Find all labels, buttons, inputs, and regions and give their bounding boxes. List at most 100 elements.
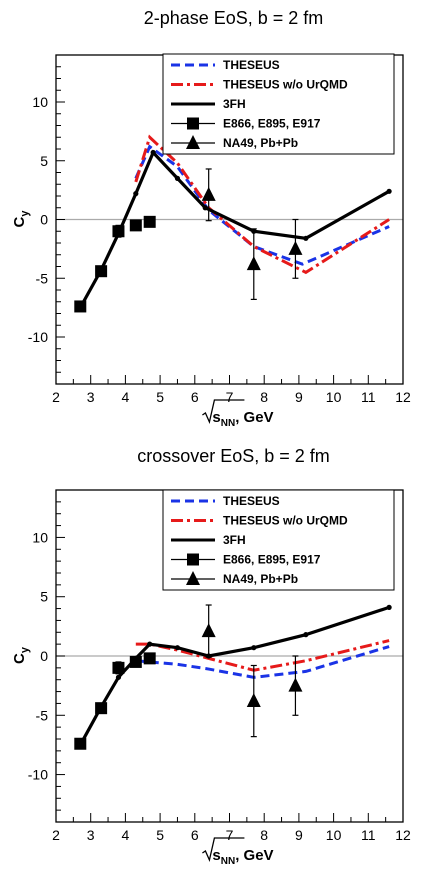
series-4 <box>74 215 156 313</box>
chart-panel-2: crossover EoS, b = 2 fm 2 3 4 5 6 7 8 9 10 11 12 -10… <box>11 446 411 867</box>
y-tick-label: 5 <box>40 589 48 605</box>
y-axis-label: Cy <box>11 646 31 664</box>
legend-label: THESEUS w/o UrQMD <box>223 514 348 528</box>
legend-marker-square <box>187 553 199 566</box>
data-point-square <box>95 265 108 278</box>
series-line <box>134 134 390 275</box>
x-tick-label: 4 <box>122 389 130 405</box>
y-tick-label: 0 <box>40 648 48 664</box>
data-point-square <box>143 652 156 665</box>
data-point-triangle <box>246 693 261 708</box>
data-point-square <box>112 661 125 674</box>
x-tick-label: 8 <box>260 827 268 843</box>
line-point <box>251 645 257 651</box>
x-tick-label: 4 <box>122 827 130 843</box>
x-tick-label: 3 <box>87 389 95 405</box>
legend-label: NA49, Pb+Pb <box>223 136 298 150</box>
y-tick-label: 5 <box>40 153 48 169</box>
y-tick-label: 10 <box>32 94 48 110</box>
y-tick-label: -5 <box>36 270 49 286</box>
legend-label: E866, E895, E917 <box>223 117 321 131</box>
x-tick-label: 6 <box>191 827 199 843</box>
x-tick-label: 11 <box>361 389 376 405</box>
series-line <box>78 149 390 309</box>
sqrt-sign <box>202 837 245 863</box>
legend-label: THESEUS w/o UrQMD <box>223 78 348 92</box>
chart-panel-1: 2-phase EoS, b = 2 fm 2 3 4 5 6 7 8 9 10 11 12 -10 -5… <box>11 8 411 429</box>
line-point <box>202 205 208 211</box>
x-tick-label: 10 <box>326 827 342 843</box>
data-point-triangle <box>201 186 216 201</box>
data-point-triangle <box>288 677 303 692</box>
x-tick-label: 5 <box>156 389 164 405</box>
line-point <box>133 191 139 197</box>
x-tick-label: 6 <box>191 389 199 405</box>
y-tick-label: -5 <box>36 707 49 723</box>
y-tick-label: -10 <box>28 767 48 783</box>
x-tick-label: 12 <box>395 389 411 405</box>
data-point-square <box>129 655 142 668</box>
legend-marker-square <box>187 117 199 130</box>
line-point <box>386 604 392 610</box>
chart-title: 2-phase EoS, b = 2 fm <box>144 8 324 28</box>
x-axis-label: sNN, GeV <box>212 847 273 867</box>
data-point-triangle <box>288 240 303 255</box>
x-tick-label: 8 <box>260 389 268 405</box>
legend-label: THESEUS <box>223 494 280 508</box>
line-point <box>115 674 122 680</box>
series-line <box>134 144 390 266</box>
data-point-square <box>143 215 156 228</box>
y-axis-label: Cy <box>11 210 31 228</box>
line-point <box>386 188 392 194</box>
series-5 <box>201 604 303 738</box>
line-point <box>147 641 153 647</box>
x-tick-label: 5 <box>156 827 164 843</box>
data-point-square <box>112 225 125 238</box>
x-tick-label: 11 <box>361 827 376 843</box>
chart-title: crossover EoS, b = 2 fm <box>137 446 330 466</box>
data-point-square <box>95 702 108 715</box>
legend-marker-triangle <box>186 571 200 585</box>
series-line <box>78 605 390 746</box>
x-tick-label: 12 <box>395 827 411 843</box>
legend-label: E866, E895, E917 <box>223 553 321 567</box>
x-tick-label: 9 <box>295 389 303 405</box>
x-tick-label: 2 <box>52 389 60 405</box>
data-point-square <box>74 300 87 313</box>
x-axis-label: sNN, GeV <box>212 409 273 429</box>
y-tick-label: 10 <box>32 529 48 545</box>
data-point-triangle <box>201 623 216 638</box>
legend: THESEUS THESEUS w/o UrQMD 3FH E866, E895, E… <box>162 53 395 155</box>
data-point-triangle <box>246 256 261 271</box>
series-1 <box>135 645 390 679</box>
line-point <box>150 149 156 156</box>
series-line <box>135 645 390 679</box>
legend: THESEUS THESEUS w/o UrQMD 3FH E866, E895, E… <box>162 489 395 591</box>
y-tick-label: 0 <box>40 212 48 228</box>
x-tick-label: 9 <box>295 827 303 843</box>
legend-label: 3FH <box>223 97 246 111</box>
line-point <box>174 175 181 181</box>
series-3 <box>77 604 392 748</box>
x-tick-label: 7 <box>226 827 234 843</box>
y-tick-label: -10 <box>28 329 48 345</box>
series-5 <box>201 168 303 300</box>
x-tick-label: 10 <box>326 389 342 405</box>
series-4 <box>74 652 156 750</box>
series-1 <box>134 144 390 266</box>
legend-label: NA49, Pb+Pb <box>223 572 298 586</box>
x-tick-label: 2 <box>52 827 60 843</box>
data-point-square <box>129 219 142 232</box>
data-point-square <box>74 737 87 750</box>
line-point <box>174 645 181 651</box>
line-point <box>303 235 309 241</box>
series-2 <box>134 134 390 275</box>
line-point <box>303 632 309 638</box>
sqrt-sign <box>202 399 245 425</box>
x-tick-label: 7 <box>226 389 234 405</box>
legend-label: 3FH <box>223 533 246 547</box>
x-tick-label: 3 <box>87 827 95 843</box>
legend-marker-triangle <box>186 135 200 149</box>
legend-label: THESEUS <box>223 58 280 72</box>
